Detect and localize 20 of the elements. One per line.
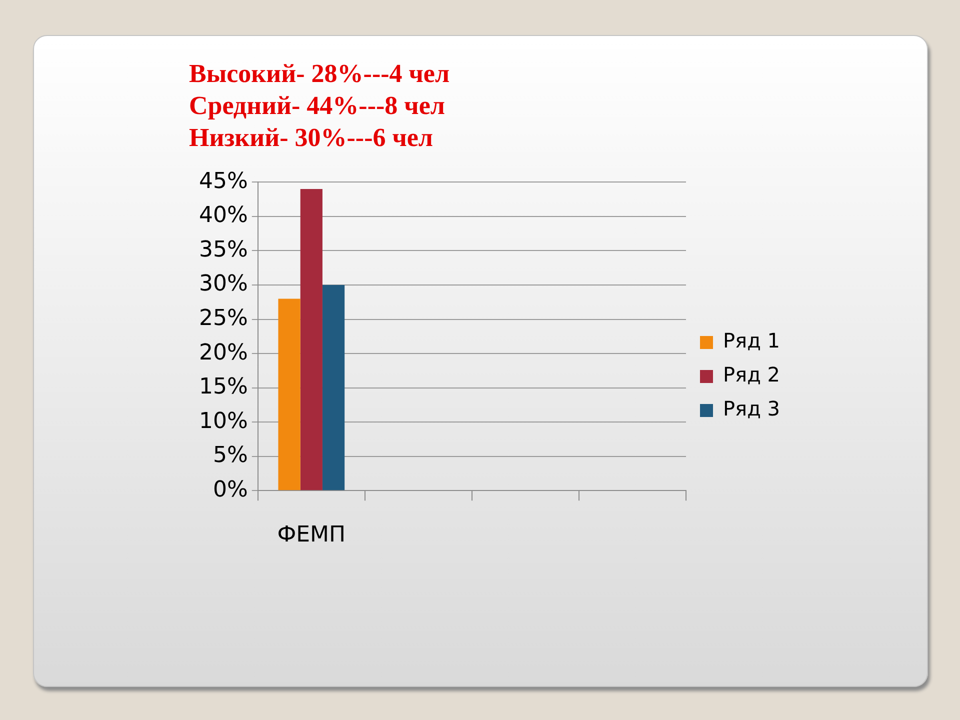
y-tick-label: 20% — [198, 340, 248, 366]
bar — [278, 298, 300, 490]
y-tick-label: 0% — [212, 477, 248, 502]
bar — [322, 285, 345, 490]
x-tick-label: ФЕМП — [277, 522, 346, 548]
bar — [300, 189, 322, 490]
legend-label: Ряд 1 — [723, 328, 780, 353]
text: Низкий- 30%---6 чел — [189, 122, 434, 154]
y-tick-label: 45% — [198, 168, 248, 194]
y-tick-label: 25% — [198, 306, 248, 331]
legend-label: Ряд 2 — [723, 362, 780, 387]
y-tick-label: 5% — [212, 443, 248, 468]
y-tick-label: 10% — [198, 408, 248, 434]
y-tick-label: 35% — [198, 237, 248, 262]
text: Высокий- 28%---4 чел — [189, 58, 450, 90]
y-tick-label: 30% — [198, 272, 248, 297]
y-tick-label: 40% — [198, 203, 248, 228]
legend-label: Ряд 3 — [723, 396, 780, 421]
y-tick-label: 15% — [198, 374, 248, 400]
text: Средний- 44%---8 чел — [189, 90, 446, 122]
